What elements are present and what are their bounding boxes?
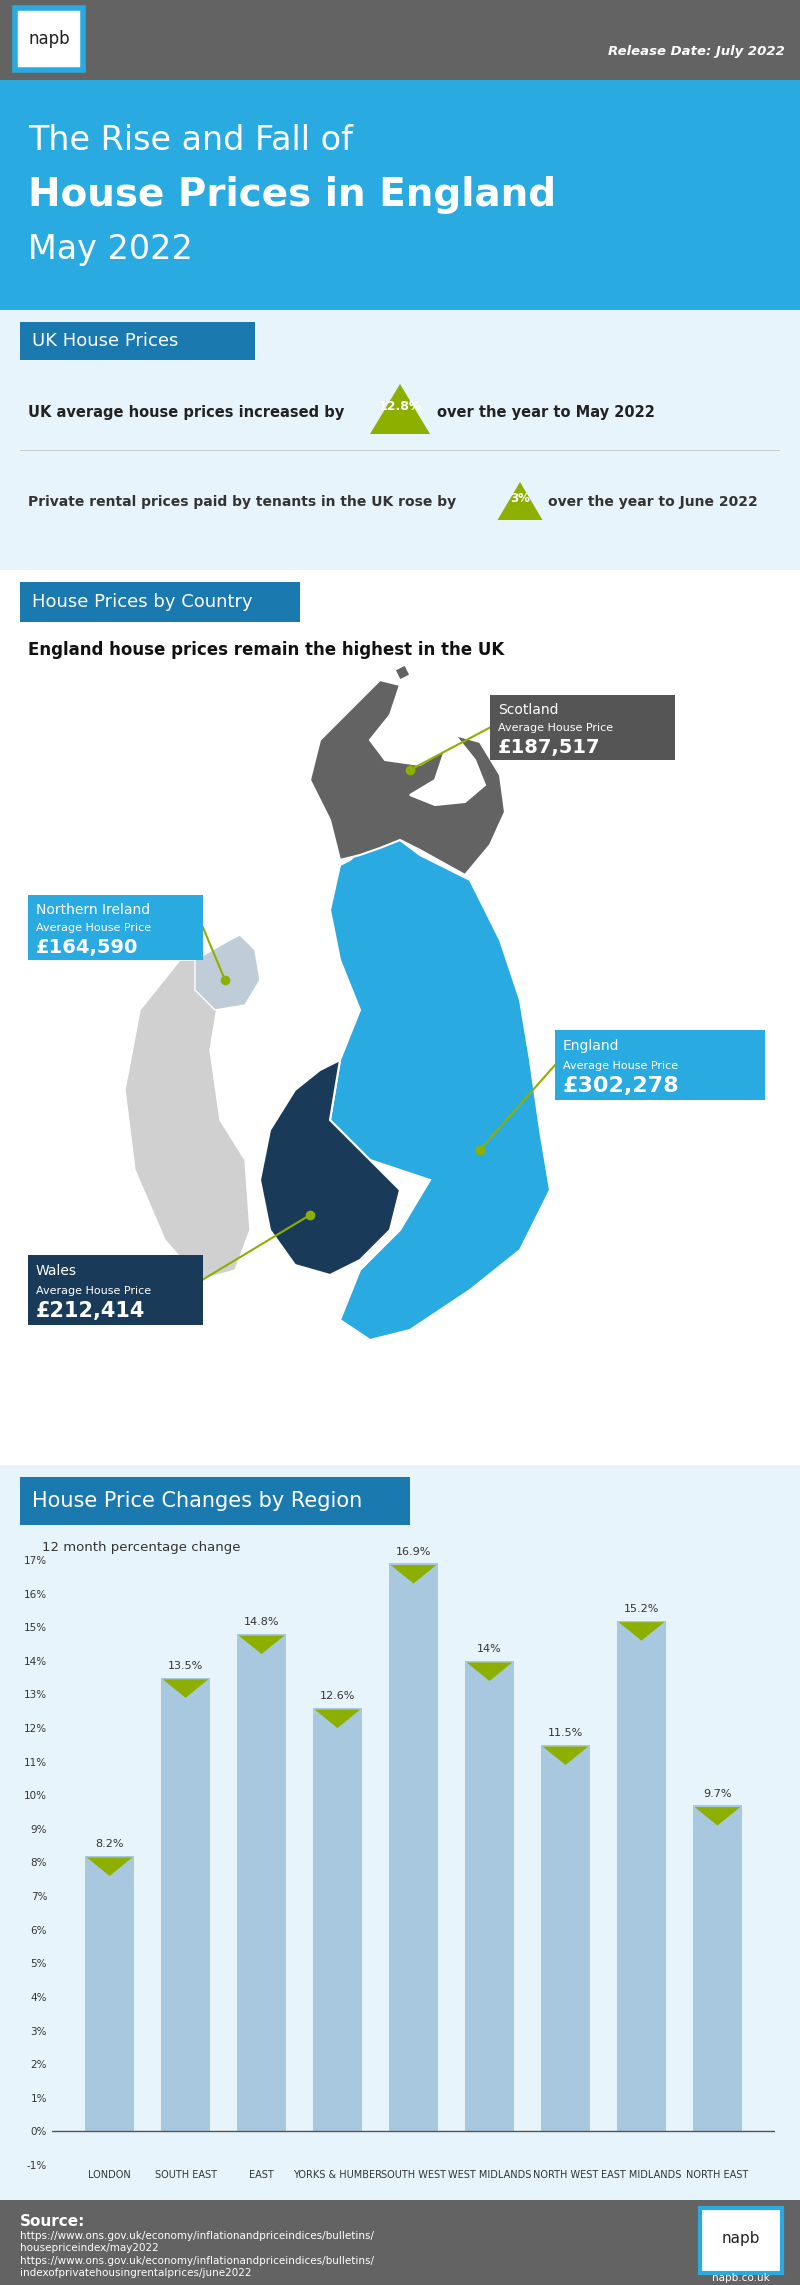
- Bar: [693, 1805, 742, 2132]
- Bar: [28, 1254, 203, 1325]
- Text: England house prices remain the highest in the UK: England house prices remain the highest …: [28, 642, 504, 658]
- Text: £164,590: £164,590: [36, 937, 138, 957]
- Polygon shape: [395, 665, 410, 681]
- Text: 12 month percentage change: 12 month percentage change: [42, 1540, 241, 1554]
- Text: Private rental prices paid by tenants in the UK rose by: Private rental prices paid by tenants in…: [28, 496, 456, 510]
- Text: https://www.ons.gov.uk/economy/inflationandpriceindices/bulletins/: https://www.ons.gov.uk/economy/inflation…: [20, 2230, 374, 2242]
- Text: napb: napb: [722, 2230, 760, 2246]
- Polygon shape: [195, 935, 260, 1010]
- Bar: [0, 0, 800, 80]
- Text: Source:: Source:: [20, 2214, 86, 2228]
- Bar: [555, 1031, 765, 1099]
- Text: over the year to May 2022: over the year to May 2022: [437, 404, 655, 420]
- Text: House Prices in England: House Prices in England: [28, 176, 556, 215]
- Bar: [15, 9, 83, 71]
- Text: UK average house prices increased by: UK average house prices increased by: [28, 404, 344, 420]
- Text: Scotland: Scotland: [498, 704, 558, 717]
- Text: 14.8%: 14.8%: [244, 1618, 279, 1627]
- Text: £302,278: £302,278: [563, 1076, 680, 1097]
- Text: over the year to June 2022: over the year to June 2022: [548, 496, 758, 510]
- Bar: [237, 1634, 286, 2132]
- Text: Average House Price: Average House Price: [36, 1286, 151, 1296]
- Text: 16.9%: 16.9%: [396, 1547, 431, 1556]
- Text: Average House Price: Average House Price: [498, 724, 613, 733]
- Text: House Prices by Country: House Prices by Country: [32, 594, 253, 610]
- Text: Average House Price: Average House Price: [563, 1060, 678, 1072]
- Text: Northern Ireland: Northern Ireland: [36, 903, 150, 916]
- Polygon shape: [330, 841, 550, 1339]
- Polygon shape: [466, 1663, 512, 1682]
- Text: Average House Price: Average House Price: [36, 923, 151, 935]
- Bar: [0, 311, 800, 569]
- Text: Release Date: July 2022: Release Date: July 2022: [608, 46, 785, 59]
- Bar: [700, 2207, 782, 2274]
- Bar: [490, 695, 675, 761]
- Bar: [0, 80, 800, 311]
- Bar: [0, 1465, 800, 2200]
- Polygon shape: [370, 384, 430, 434]
- Text: £212,414: £212,414: [36, 1300, 146, 1321]
- Text: House Price Changes by Region: House Price Changes by Region: [32, 1492, 362, 1510]
- Text: 15.2%: 15.2%: [624, 1604, 659, 1613]
- Bar: [313, 1707, 362, 2132]
- Bar: [20, 583, 300, 622]
- Polygon shape: [86, 1858, 132, 1876]
- Text: napb.co.uk: napb.co.uk: [712, 2274, 770, 2283]
- Bar: [700, 2207, 782, 2274]
- Bar: [0, 2200, 800, 2285]
- Polygon shape: [162, 1679, 208, 1698]
- Text: May 2022: May 2022: [28, 233, 193, 267]
- Polygon shape: [314, 1709, 360, 1727]
- Polygon shape: [618, 1622, 664, 1641]
- Text: 12.6%: 12.6%: [320, 1691, 355, 1700]
- Polygon shape: [310, 681, 505, 875]
- Text: 14%: 14%: [477, 1645, 502, 1654]
- Text: The Rise and Fall of: The Rise and Fall of: [28, 123, 353, 155]
- Bar: [85, 1855, 134, 2132]
- Text: napb: napb: [28, 30, 70, 48]
- Text: 3%: 3%: [510, 491, 530, 505]
- Bar: [389, 1563, 438, 2132]
- Text: 8.2%: 8.2%: [95, 1839, 124, 1849]
- Bar: [15, 9, 83, 71]
- Text: 13.5%: 13.5%: [168, 1661, 203, 1670]
- Polygon shape: [498, 482, 542, 521]
- Bar: [541, 1746, 590, 2132]
- Bar: [161, 1677, 210, 2132]
- Bar: [20, 1476, 410, 1524]
- Text: 9.7%: 9.7%: [703, 1789, 732, 1798]
- Text: UK House Prices: UK House Prices: [32, 331, 178, 350]
- Text: 11.5%: 11.5%: [548, 1727, 583, 1739]
- Bar: [617, 1620, 666, 2132]
- Bar: [28, 896, 203, 960]
- Bar: [465, 1661, 514, 2132]
- Polygon shape: [238, 1636, 284, 1654]
- Polygon shape: [542, 1746, 588, 1764]
- Polygon shape: [694, 1807, 740, 1826]
- Text: England: England: [563, 1040, 619, 1053]
- Polygon shape: [390, 1565, 436, 1584]
- Text: housepriceindex/may2022: housepriceindex/may2022: [20, 2244, 158, 2253]
- Text: Wales: Wales: [36, 1264, 77, 1277]
- Text: 12.8%: 12.8%: [378, 400, 422, 414]
- Text: £187,517: £187,517: [498, 738, 601, 756]
- Bar: [20, 322, 255, 361]
- Polygon shape: [125, 960, 250, 1280]
- Text: indexofprivatehousingrentalprices/june2022: indexofprivatehousingrentalprices/june20…: [20, 2269, 251, 2278]
- Polygon shape: [260, 1060, 400, 1275]
- Bar: [0, 569, 800, 1460]
- Text: https://www.ons.gov.uk/economy/inflationandpriceindices/bulletins/: https://www.ons.gov.uk/economy/inflation…: [20, 2255, 374, 2267]
